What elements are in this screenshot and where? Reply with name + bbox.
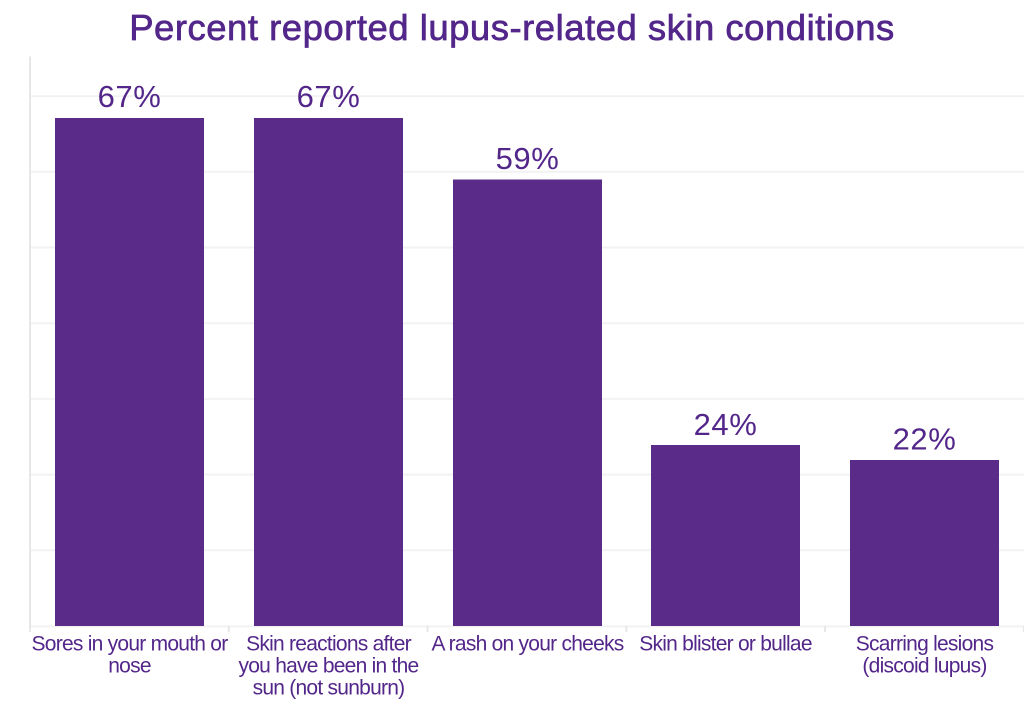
svg-text:sun (not sunburn): sun (not sunburn) bbox=[253, 677, 405, 700]
svg-text:22%: 22% bbox=[893, 422, 957, 457]
svg-text:Skin reactions after: Skin reactions after bbox=[246, 633, 412, 656]
svg-text:Scarring lesions: Scarring lesions bbox=[856, 633, 994, 656]
svg-text:67%: 67% bbox=[297, 79, 361, 114]
svg-text:67%: 67% bbox=[98, 79, 162, 114]
svg-text:24%: 24% bbox=[694, 407, 758, 442]
svg-text:A rash on your cheeks: A rash on your cheeks bbox=[431, 633, 623, 656]
svg-text:59%: 59% bbox=[496, 141, 560, 176]
svg-text:nose: nose bbox=[108, 655, 151, 678]
svg-text:Skin blister or bullae: Skin blister or bullae bbox=[639, 633, 812, 656]
svg-text:Percent reported lupus-related: Percent reported lupus-related skin cond… bbox=[129, 7, 895, 48]
svg-text:Sores in your mouth or: Sores in your mouth or bbox=[32, 633, 229, 656]
svg-text:(discoid lupus): (discoid lupus) bbox=[862, 655, 986, 678]
svg-text:you have been in the: you have been in the bbox=[239, 655, 419, 678]
